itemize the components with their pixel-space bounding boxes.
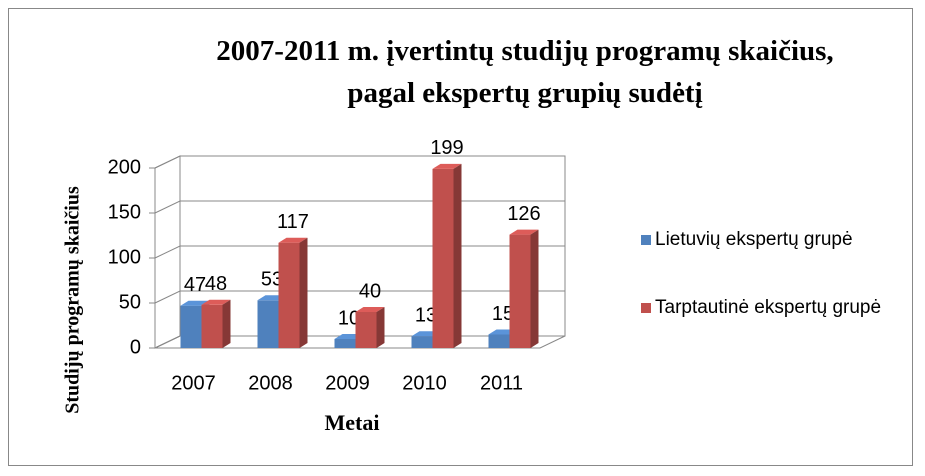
bar-front [488,334,510,348]
data-label: 47 [184,274,206,296]
x-tick-label: 2008 [248,372,293,394]
data-label: 10 [338,307,360,329]
x-axis-label: Metai [325,410,380,435]
bar-side [222,299,231,348]
data-label: 126 [507,203,540,225]
bar-front [355,312,377,348]
x-tick-label: 2011 [480,372,523,394]
x-tick-label: 2007 [171,372,216,394]
bar-side [299,237,308,348]
data-label: 117 [277,211,309,233]
bar-side [376,307,385,348]
bar-front [257,300,279,348]
legend-label: Tarptautinė ekspertų grupė [655,297,882,318]
chart-title: 2007-2011 m. įvertintų studijų programų … [216,35,834,109]
bar [509,229,539,348]
legend-entry: Lietuvių ekspertų grupė [641,224,920,255]
legend-entry: Tarptautinė ekspertų grupė [641,292,920,323]
data-label: 40 [359,280,381,302]
bar-top [278,237,308,243]
legend-label: Lietuvių ekspertų grupė [655,229,853,250]
y-tick-label: 150 [108,201,141,223]
grid-line [154,245,565,259]
x-tick-label: 2010 [402,372,447,394]
bar [201,299,231,348]
bar-front [334,339,356,348]
bar-side [530,229,539,348]
bar-top [432,163,462,169]
data-label: 199 [430,137,463,159]
bar-front [180,305,202,348]
legend-swatch [641,235,651,245]
bar [278,237,308,348]
bar-top [355,307,385,312]
bar-top [201,299,231,305]
grid-line [154,200,565,214]
grid-line [154,155,565,169]
bar [432,163,462,348]
bar-front [411,336,433,348]
y-tick-label: 0 [130,336,141,358]
y-tick-label: 200 [108,156,141,178]
legend-swatch [641,303,651,313]
bar-front [432,168,454,348]
data-label: 48 [205,273,227,295]
data-label: 15 [492,303,514,325]
bar-front [278,242,300,348]
bar-side [453,163,462,348]
data-label: 53 [261,269,283,291]
bar-front [201,304,223,348]
bar [355,307,385,348]
y-tick-label: 50 [119,291,141,313]
y-tick-label: 100 [108,246,141,268]
y-axis-label: Studijų programų skaičius [62,186,84,414]
bar-top [509,229,539,235]
data-label: 13 [415,305,437,327]
chart-frame [8,8,913,466]
bar-front [509,234,531,348]
x-tick-label: 2009 [325,372,370,394]
